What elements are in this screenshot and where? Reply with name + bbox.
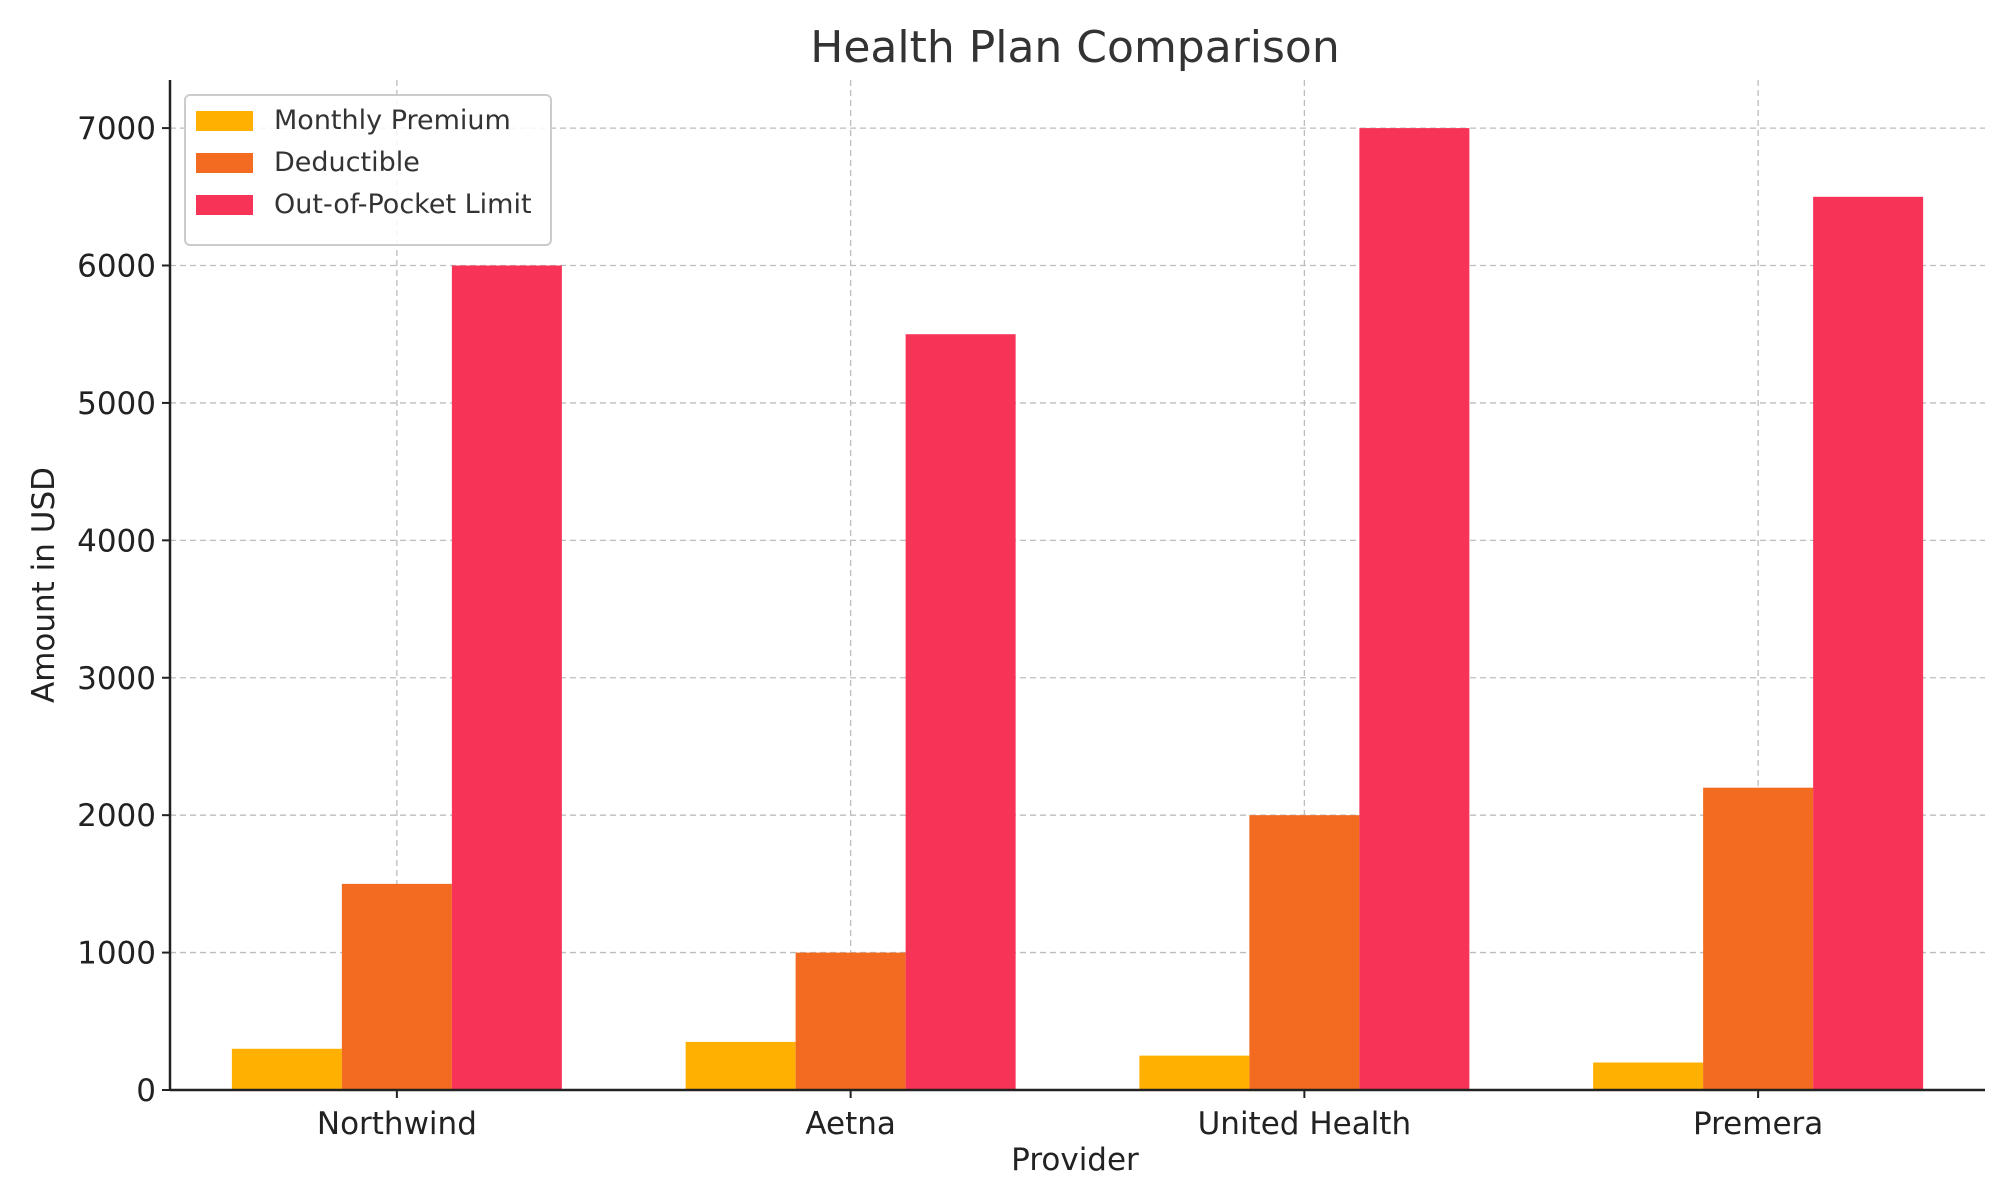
x-tick-labels: Northwind Aetna United Health Premera	[317, 1106, 1823, 1142]
bar-monthly-premium-northwind	[231, 1048, 342, 1090]
x-tick-label-aetna: Aetna	[805, 1106, 896, 1142]
bar-out-of-pocket-limit-aetna	[905, 334, 1016, 1091]
bar-monthly-premium-united-health	[1139, 1055, 1250, 1090]
y-tick-label-1000: 1000	[77, 936, 156, 972]
legend: Monthly Premium Deductible Out-of-Pocket L…	[184, 94, 552, 246]
y-tick-labels: 0 1000 2000 3000 4000 5000 6000 7000	[77, 111, 156, 1109]
legend-label-out-of-pocket-limit: Out-of-Pocket Limit	[274, 189, 532, 220]
bar-deductible-aetna	[795, 952, 906, 1090]
y-axis-label: Amount in USD	[26, 467, 62, 703]
legend-swatch-out-of-pocket-limit	[196, 195, 253, 215]
x-tick-label-premera: Premera	[1693, 1106, 1823, 1142]
bar-out-of-pocket-limit-united-health	[1359, 128, 1470, 1091]
chart-title: Health Plan Comparison	[810, 22, 1340, 73]
bar-out-of-pocket-limit-northwind	[451, 265, 562, 1090]
legend-swatch-deductible	[196, 153, 253, 173]
legend-label-monthly-premium: Monthly Premium	[274, 105, 511, 136]
legend-swatch-monthly-premium	[196, 111, 253, 131]
bar-monthly-premium-aetna	[685, 1041, 796, 1090]
bar-deductible-premera	[1703, 787, 1814, 1090]
legend-label-deductible: Deductible	[274, 147, 420, 178]
y-tick-label-2000: 2000	[77, 798, 156, 834]
x-tick-label-northwind: Northwind	[317, 1106, 477, 1142]
legend-box	[184, 94, 552, 246]
x-tick-label-united-health: United Health	[1198, 1106, 1412, 1142]
y-tick-label-3000: 3000	[77, 661, 156, 697]
y-tick-label-7000: 7000	[77, 111, 156, 147]
bar-deductible-united-health	[1249, 815, 1360, 1090]
y-tick-label-4000: 4000	[77, 523, 156, 559]
y-tick-label-6000: 6000	[77, 249, 156, 285]
bar-deductible-northwind	[341, 883, 452, 1090]
bar-monthly-premium-premera	[1593, 1062, 1704, 1090]
y-tick-label-0: 0	[136, 1073, 156, 1109]
bar-out-of-pocket-limit-premera	[1813, 196, 1924, 1090]
bars	[231, 128, 1924, 1091]
y-tick-label-5000: 5000	[77, 386, 156, 422]
x-axis-label: Provider	[1011, 1142, 1139, 1178]
axes	[162, 80, 1985, 1098]
